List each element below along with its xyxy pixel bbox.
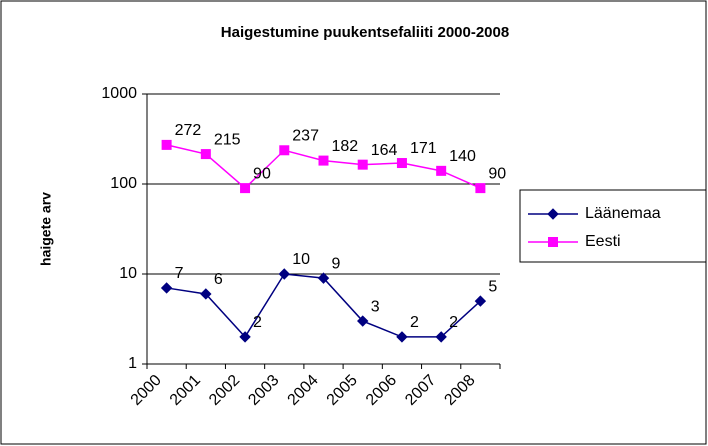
data-label: 171	[410, 140, 437, 157]
point	[396, 331, 408, 343]
data-label: 10	[292, 251, 310, 268]
legend-label: Eesti	[585, 233, 621, 250]
data-label: 215	[214, 131, 241, 148]
point	[547, 208, 559, 220]
data-label: 6	[214, 271, 223, 288]
point	[436, 165, 447, 176]
point	[357, 315, 369, 327]
point	[240, 183, 251, 194]
y-tick-label: 100	[110, 175, 137, 192]
data-label: 182	[332, 138, 359, 155]
data-label: 90	[488, 165, 506, 182]
point	[278, 268, 290, 280]
data-label: 272	[175, 122, 202, 139]
data-label: 140	[449, 148, 476, 165]
point	[357, 159, 368, 170]
point	[474, 295, 487, 307]
data-label: 2	[410, 314, 419, 331]
data-label: 164	[371, 142, 398, 159]
y-tick-label: 1	[128, 355, 137, 372]
point	[279, 145, 290, 156]
point	[160, 282, 173, 294]
point	[239, 331, 251, 343]
data-label: 90	[253, 165, 271, 182]
data-label: 2	[449, 314, 458, 331]
data-label: 2	[253, 314, 262, 331]
point	[161, 139, 172, 150]
legend-label: Läänemaa	[585, 205, 661, 222]
point	[318, 155, 329, 166]
data-label: 3	[371, 298, 380, 315]
y-tick-label: 10	[119, 265, 137, 282]
point	[200, 149, 211, 160]
y-tick-label: 1000	[101, 85, 137, 102]
data-label: 9	[332, 255, 341, 272]
data-label: 7	[175, 265, 184, 282]
point	[396, 158, 407, 169]
y-axis-label: haigete arv	[38, 192, 54, 266]
data-label: 5	[488, 278, 497, 295]
data-label: 237	[292, 127, 319, 144]
point	[317, 272, 330, 284]
point	[475, 183, 486, 194]
point	[200, 288, 212, 300]
point	[548, 237, 558, 247]
chart-title: Haigestumine puukentsefaliiti 2000-2008	[221, 24, 509, 41]
legend-box	[519, 189, 707, 263]
point	[435, 331, 447, 343]
